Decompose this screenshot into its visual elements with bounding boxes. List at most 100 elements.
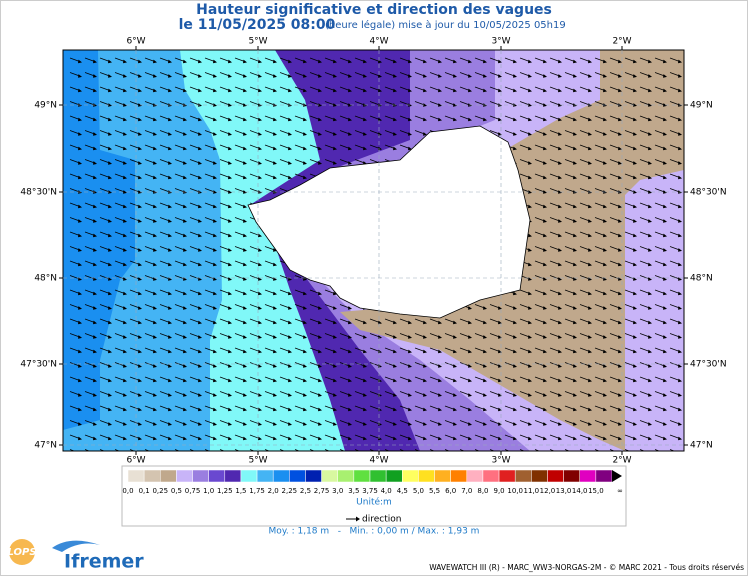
wave-arrow-head [528, 88, 532, 93]
wave-arrow-head [93, 175, 97, 180]
wave-arrow-head [528, 233, 532, 238]
wave-arrow-head [243, 248, 247, 252]
wave-arrow-head [573, 175, 577, 180]
wave-arrow-head [93, 204, 97, 209]
wave-arrow-head [573, 117, 577, 122]
wave-arrow-head [543, 248, 547, 252]
wave-arrow-head [93, 88, 97, 93]
wave-arrow-head [243, 306, 247, 310]
colorbar-label: 0,25 [152, 487, 168, 495]
wave-arrow-head [648, 233, 652, 238]
wave-arrow-head [363, 378, 367, 383]
wave-arrow-head [108, 320, 112, 325]
wave-arrow-head [483, 378, 487, 383]
wave-arrow-head [573, 248, 577, 252]
wave-arrow-head [198, 306, 202, 310]
wave-arrow-head [198, 233, 202, 238]
wave-arrow-head [588, 320, 592, 325]
wave-arrow-head [78, 132, 82, 136]
wave-arrow-head [153, 349, 157, 354]
wave-arrow-head [483, 407, 487, 412]
wave-arrow-head [588, 407, 592, 412]
lon-label: 3°W [491, 456, 510, 466]
lon-label: 6°W [126, 37, 145, 47]
wave-arrow-head [168, 378, 172, 383]
wave-arrow-head [273, 88, 277, 93]
wave-arrow-head [603, 74, 607, 78]
wave-arrow-head [543, 407, 547, 412]
wave-arrow-head [393, 436, 397, 441]
wave-arrow-head [183, 349, 187, 354]
wave-arrow-head [303, 146, 307, 151]
wave-arrow-head [678, 219, 682, 223]
colorbar-label: 3,0 [332, 487, 343, 495]
brittany-land [247, 125, 531, 319]
wave-arrow-head [228, 349, 232, 354]
wave-arrow-head [123, 378, 127, 383]
wave-arrow-head [633, 378, 637, 383]
wave-arrow-head [228, 262, 232, 267]
wave-arrow [399, 449, 406, 451]
wave-arrow-head [93, 306, 97, 310]
wave-arrow-head [78, 219, 82, 223]
wave-arrow-head [543, 190, 547, 194]
wave-arrow-head [408, 117, 412, 122]
wave-arrow-head [93, 146, 97, 151]
wave-arrow-head [678, 88, 682, 93]
wave-arrow-head [198, 349, 202, 354]
colorbar-label: 8,0 [477, 487, 488, 495]
wave-arrow-head [78, 393, 82, 397]
wave-arrow-head [198, 320, 202, 325]
wave-arrow-head [198, 146, 202, 151]
wave-arrow-head [273, 175, 277, 180]
wave-arrow-head [648, 320, 652, 325]
wave-arrow-head [303, 161, 307, 165]
wave-arrow-head [528, 349, 532, 354]
wave-arrow-head [363, 117, 367, 122]
wave-arrow-head [228, 248, 232, 252]
wave-arrow-head [573, 320, 577, 325]
colorbar-label: 2,75 [314, 487, 330, 495]
wave-arrow-head [573, 161, 577, 165]
wave-arrow-head [528, 204, 532, 209]
wave-arrow-head [288, 422, 292, 426]
wave-arrow-head [93, 59, 97, 64]
colorbar-label: 10,0 [507, 487, 523, 495]
wave-arrow-head [123, 349, 127, 354]
wave-arrow-head [138, 88, 142, 93]
wave-arrow-head [468, 88, 472, 93]
ifremer-logo-mark [52, 540, 100, 552]
wave-arrow-head [678, 436, 682, 441]
wave-arrow-head [513, 146, 517, 151]
wave-arrow-head [138, 204, 142, 209]
colorbar-label: 9,0 [493, 487, 504, 495]
wave-arrow-head [78, 248, 82, 252]
wave-arrow-head [363, 74, 367, 78]
wave-arrow-head [318, 422, 322, 426]
wave-arrow-head [558, 74, 562, 78]
wave-arrow-head [468, 335, 472, 339]
wave-arrow-head [603, 393, 607, 397]
wave-arrow [114, 449, 121, 451]
wave-arrow-head [588, 132, 592, 136]
wave-arrow-head [198, 262, 202, 267]
wave-arrow-head [528, 262, 532, 267]
wave-arrow-head [108, 436, 112, 441]
wave-arrow-head [93, 422, 97, 426]
lat-label: 47°30'N [690, 360, 727, 370]
wave-arrow-head [633, 262, 637, 267]
colorbar-label: ∞ [617, 487, 623, 495]
title: Hauteur significative et direction des v… [196, 2, 552, 18]
wave-arrow-head [333, 335, 337, 339]
wave-arrow-head [633, 132, 637, 136]
wave-arrow-head [78, 146, 82, 151]
colorbar-label: 0,0 [122, 487, 133, 495]
wave-arrow-head [93, 407, 97, 412]
wave-arrow-head [618, 422, 622, 426]
wave-arrow-head [453, 436, 457, 441]
wave-arrow-head [408, 74, 412, 78]
wave-arrow-head [588, 349, 592, 354]
wave-arrow-head [153, 364, 157, 368]
colorbar-label: 5,0 [413, 487, 424, 495]
